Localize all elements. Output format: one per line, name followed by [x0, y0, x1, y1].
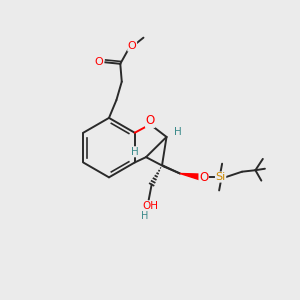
Text: O: O — [146, 114, 155, 128]
Text: O: O — [94, 57, 103, 67]
Text: Si: Si — [215, 172, 226, 182]
Text: O: O — [128, 41, 136, 51]
Polygon shape — [180, 173, 201, 180]
Text: H: H — [141, 211, 149, 221]
Text: H: H — [131, 147, 139, 157]
Text: OH: OH — [142, 201, 158, 211]
Text: H: H — [174, 128, 182, 137]
Text: O: O — [199, 170, 208, 184]
